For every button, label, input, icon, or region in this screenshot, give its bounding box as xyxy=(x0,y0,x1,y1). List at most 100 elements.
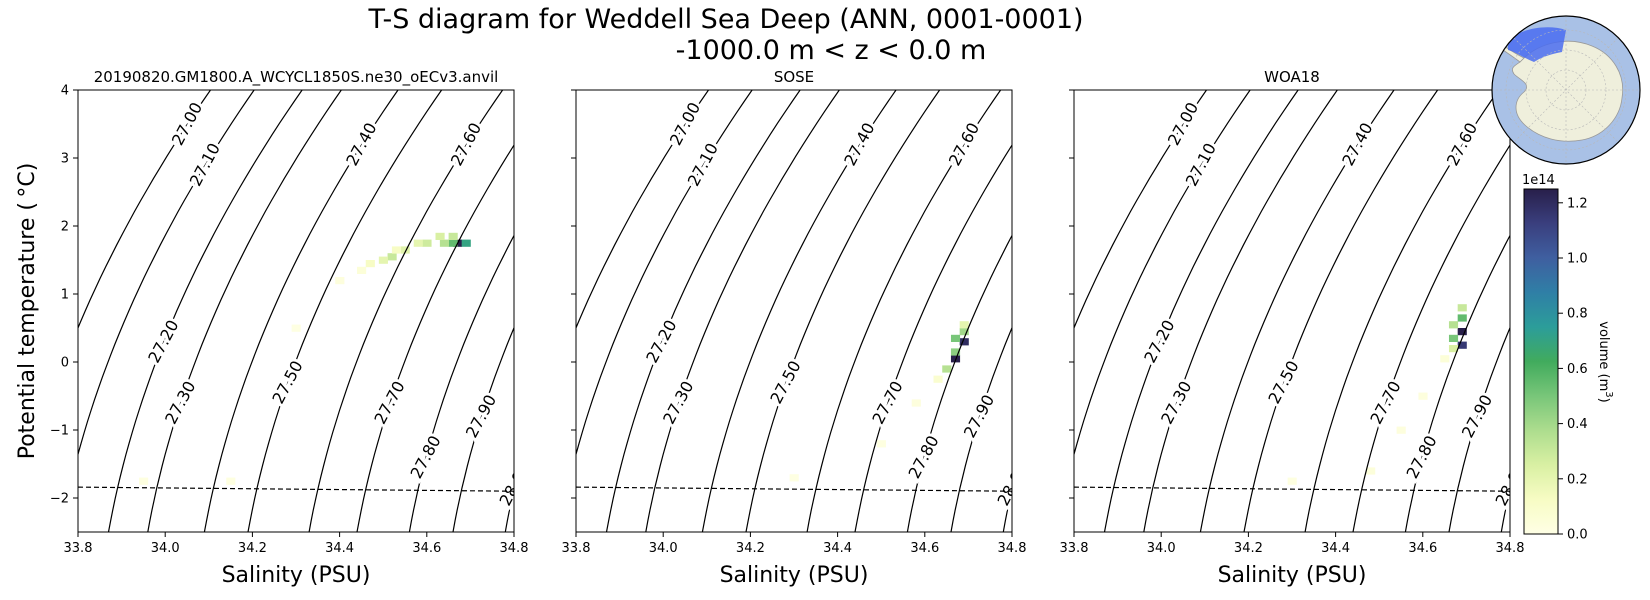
density-contour xyxy=(203,90,399,532)
heatmap-cell xyxy=(959,338,969,346)
density-contour xyxy=(356,144,514,532)
x-tick-label: 34.0 xyxy=(1147,541,1176,556)
density-contour xyxy=(854,144,1012,532)
heatmap-cell xyxy=(1457,314,1467,322)
density-contour xyxy=(308,90,504,532)
colorbar: 1e14 0.0 0.2 0.4 0.6 0.8 1.0 1.2 volume (m3) xyxy=(1522,173,1614,543)
heatmap-cell xyxy=(950,348,961,356)
x-axis-label: Salinity (PSU) xyxy=(720,563,869,588)
freezing-line xyxy=(576,486,1012,492)
heatmap-cell xyxy=(1418,392,1428,400)
x-axis-label: Salinity (PSU) xyxy=(1218,563,1367,588)
colorbar-tick-label: 0.8 xyxy=(1567,307,1588,322)
y-tick-label: 1 xyxy=(61,288,69,303)
heatmap-cell xyxy=(378,256,388,264)
heatmap-cell xyxy=(911,399,921,407)
density-contour xyxy=(1199,90,1395,532)
density-contour xyxy=(745,90,941,532)
x-tick-label: 34.6 xyxy=(910,541,939,556)
density-contour xyxy=(1002,486,1012,532)
heatmap-cell xyxy=(335,277,345,285)
colorbar-tick-label: 0.6 xyxy=(1567,362,1588,377)
contour-label: 28.00 xyxy=(496,459,534,508)
density-contour xyxy=(1243,90,1439,532)
x-tick-label: 34.2 xyxy=(1234,541,1263,556)
plot-area: 27.0027.1027.2027.3027.4027.5027.6027.70… xyxy=(78,90,534,532)
heatmap-cell xyxy=(1448,345,1459,353)
density-contour xyxy=(1103,90,1299,532)
panel-title: 20190820.GM1800.A_WCYCL1850S.ne30_oECv3.… xyxy=(94,68,499,87)
heatmap-cell xyxy=(400,246,410,254)
x-tick-label: 34.2 xyxy=(238,541,267,556)
y-tick-label: 4 xyxy=(61,84,69,99)
x-tick-label: 34.4 xyxy=(325,541,354,556)
density-contour xyxy=(806,90,1002,532)
heatmap-cell xyxy=(291,324,301,332)
density-contour xyxy=(247,90,443,532)
heatmap-cell xyxy=(1287,477,1297,485)
y-axis-label: Potential temperature ( °C) xyxy=(15,163,40,460)
heatmap-cell xyxy=(1366,467,1376,475)
y-tick-label: −1 xyxy=(50,424,69,439)
density-contour xyxy=(1404,234,1510,532)
x-tick-label: 33.8 xyxy=(562,541,591,556)
heatmap-cell xyxy=(413,239,423,247)
colorbar-tick-label: 1.2 xyxy=(1567,196,1588,211)
heatmap-cell xyxy=(461,239,471,247)
colorbar-multiplier: 1e14 xyxy=(1522,173,1555,188)
density-contour xyxy=(1448,326,1510,532)
density-contour xyxy=(1352,144,1510,532)
region-inset-map xyxy=(1491,15,1641,165)
figure-title-line-1: T-S diagram for Weddell Sea Deep (ANN, 0… xyxy=(367,4,1083,35)
plot-frame xyxy=(575,89,1013,533)
density-contour xyxy=(147,90,342,532)
colorbar-ticks: 0.0 0.2 0.4 0.6 0.8 1.0 1.2 xyxy=(1558,196,1588,543)
freezing-line xyxy=(1074,486,1510,492)
colorbar-tick-label: 0.2 xyxy=(1567,472,1588,487)
x-tick-label: 34.8 xyxy=(1496,541,1525,556)
heatmap-cell xyxy=(448,239,458,247)
heatmap-cell xyxy=(789,474,799,482)
heatmap-cell xyxy=(1448,334,1459,342)
density-contour xyxy=(78,90,211,330)
density-contour xyxy=(107,90,303,532)
x-tick-label: 34.4 xyxy=(823,541,852,556)
density-contour xyxy=(576,90,709,330)
density-contour xyxy=(1074,90,1251,457)
x-tick-label: 34.8 xyxy=(500,541,529,556)
heatmap-cell xyxy=(1457,304,1467,312)
heatmap-cell xyxy=(422,239,432,247)
heatmap-cell xyxy=(391,246,402,254)
heatmap-cell xyxy=(435,232,445,240)
panel-2: SOSE 27.0027.1027.2027.3027.4027.5027.602… xyxy=(562,68,1032,588)
x-tick-label: 33.8 xyxy=(64,541,93,556)
panel-title: WOA18 xyxy=(1264,68,1320,86)
x-tick-label: 33.8 xyxy=(1060,541,1089,556)
heatmap-cell xyxy=(365,260,375,268)
colorbar-tick-label: 0.4 xyxy=(1567,417,1588,432)
density-contour xyxy=(78,90,255,457)
density-contour xyxy=(452,326,514,532)
heatmap-cell xyxy=(1440,355,1450,363)
colorbar-tick-label: 1.0 xyxy=(1567,252,1588,267)
x-tick-label: 34.2 xyxy=(736,541,765,556)
heatmap-cell xyxy=(1457,328,1467,336)
plot-frame xyxy=(77,89,515,533)
density-contour xyxy=(906,234,1012,532)
y-tick-label: 3 xyxy=(61,152,69,167)
density-contour xyxy=(701,90,897,532)
weddell-sea-region xyxy=(1508,27,1566,62)
x-tick-label: 34.8 xyxy=(998,541,1027,556)
y-tick-label: 2 xyxy=(61,220,69,235)
density-contour xyxy=(408,234,514,532)
contour-label: 28.00 xyxy=(994,459,1032,508)
heatmap-cell xyxy=(1448,321,1459,329)
density-contour xyxy=(645,90,840,532)
panel-1: 20190820.GM1800.A_WCYCL1850S.ne30_oECv3.… xyxy=(15,68,534,588)
heatmap-cell xyxy=(959,328,969,336)
panels: 20190820.GM1800.A_WCYCL1850S.ne30_oECv3.… xyxy=(15,68,1525,588)
heatmap-cell xyxy=(357,266,367,274)
y-tick-label: −2 xyxy=(50,492,69,507)
density-contour xyxy=(576,90,753,457)
x-tick-label: 34.4 xyxy=(1321,541,1350,556)
